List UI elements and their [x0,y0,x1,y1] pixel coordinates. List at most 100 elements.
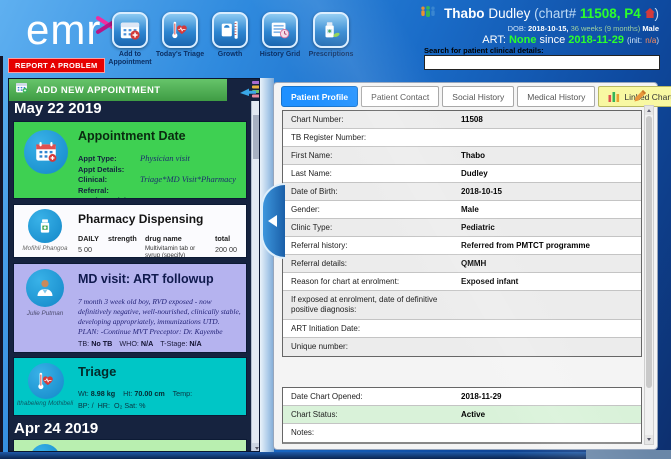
table-row: Date of Birth: 2018-10-15 [283,183,641,201]
who-value: N/A [140,339,154,348]
search-label: Search for patient clinical details: [424,46,544,55]
field-label: Appt Details: [78,164,125,174]
search-input[interactable] [424,55,660,70]
row-label: Date of Birth: [291,186,338,196]
ht-label: Ht: [123,389,133,398]
toolbar-label-add-to-appointment: Add to Appointment [108,51,152,67]
add-new-appointment-label: ADD NEW APPOINTMENT [36,84,161,96]
detail-scrollbar-thumb[interactable] [646,116,652,388]
tab-patient-profile[interactable]: Patient Profile [281,86,359,107]
ht-value: 70.00 cm [134,389,165,398]
patient-first-name: Thabo [444,6,485,21]
add-new-appointment-button[interactable]: ADD NEW APPOINTMENT [9,79,227,101]
md-tb-status-line: TB: No TB WHO: N/A T-Stage: N/A [78,339,207,348]
triage-vitals-line: BP: / HR: O₂ Sat: % [78,401,148,410]
tab-social-history[interactable]: Social History [442,86,515,107]
house-icon [644,6,655,21]
col-daily: DAILY [78,234,99,243]
triage-card[interactable]: Ithabeleng Mothibeli Triage Wt: 8.98 kg H… [13,357,247,416]
detail-scrollbar-down-arrow[interactable] [645,435,653,444]
detail-scrollbar-up-arrow[interactable] [645,106,653,115]
pharmacy-card-title: Pharmacy Dispensing [78,212,204,226]
appointments-scrollbar-thumb[interactable] [253,115,259,159]
add-to-appointment-button[interactable] [112,12,148,48]
table-row: Gender: Male [283,201,641,219]
appointment-date-card[interactable]: Appointment Date Appt Type: Physician vis… [13,121,247,199]
date-header-may: May 22 2019 [14,100,102,117]
report-a-problem-button[interactable]: REPORT A PROBLEM [8,58,105,73]
col-strength: strength [108,234,137,243]
appointment-calendar-icon [24,130,68,174]
tab-linked-charts[interactable]: Linked Charts [598,86,671,107]
tb-label: TB: [78,339,90,348]
chart-prefix: (chart# [534,6,577,21]
history-grid-button[interactable] [262,12,298,48]
tab-linked-charts-label: Linked Charts [624,91,671,102]
growth-button[interactable] [212,12,248,48]
window-bottom-edge [0,452,671,459]
art-date: 2018-11-29 [568,34,624,47]
calendar-plus-icon [15,81,28,99]
art-status: None [508,34,537,47]
row-value: Male [461,205,479,214]
window-edge-divider [0,56,3,459]
tab-medical-history[interactable]: Medical History [517,86,596,107]
col-total: total [215,234,231,243]
family-icon [420,6,436,22]
row-value: Pediatric [461,223,495,232]
wt-label: Wt: [78,389,89,398]
table-row: Unique number: [283,338,641,356]
row-value: Referred from PMTCT programme [461,241,590,250]
pharmacy-staff-name: Mofihli Phangoa [22,245,68,252]
window-corner-block [586,450,671,459]
art-since: since [539,34,566,47]
row-label: Chart Status: [291,409,338,419]
pharmacy-dispensing-card[interactable]: Mofihli Phangoa Pharmacy Dispensing DAIL… [13,204,247,258]
appointment-card-title: Appointment Date [78,129,186,143]
art-close: ) [656,36,659,46]
row-label: ART Initiation Date: [291,323,361,333]
hr-label: HR: [97,401,110,410]
md-visit-card[interactable]: Julie Putman MD visit: ART followup 7 mo… [13,263,247,353]
row-label: If exposed at enrolment, date of definit… [291,295,438,314]
who-label: WHO: [119,339,139,348]
patient-detail-panel: Patient Profile Patient Contact Social H… [273,82,671,450]
row-label: Unique number: [291,342,348,352]
triage-card-title: Triage [78,364,117,379]
tstage-label: T-Stage: [160,339,188,348]
chart-close: ) [654,6,660,21]
art-init-label: (init: [627,36,643,46]
appointments-scrollbar-down-arrow[interactable] [252,443,259,451]
col-drug-name: drug name [145,234,182,243]
triage-measurements-line: Wt: 8.98 kg Ht: 70.00 cm Temp: [78,389,194,398]
table-row: First Name: Thabo [283,147,641,165]
previous-visit-card-partial[interactable] [13,439,247,451]
row-label: Gender: [291,204,320,214]
patient-last-name: Dudley [488,6,531,21]
select-appointment-hand-icon[interactable] [239,80,259,101]
row-label: Date Chart Opened: [291,391,363,401]
edit-pencil-icon[interactable] [634,89,647,107]
appointments-scrollbar[interactable] [251,101,259,451]
row-value: QMMH [461,259,487,268]
dispense-drug-name: Multivitamin tab or syrup (specify) [145,245,196,258]
todays-triage-button[interactable] [162,12,198,48]
table-row: Notes: [283,424,641,442]
chart-number: 11508 [579,6,617,21]
table-row: Reason for chart at enrolment: Exposed in… [283,273,641,291]
row-value: 11508 [461,115,483,124]
detail-scrollbar[interactable] [644,105,654,445]
prescriptions-icon [325,22,340,38]
tab-patient-contact[interactable]: Patient Contact [361,86,440,107]
prescriptions-button[interactable] [313,12,349,48]
field-label: Appt Type: [78,154,117,163]
toolbar-label-prescriptions: Prescriptions [308,51,354,58]
row-value: Exposed infant [461,277,519,286]
chart-status-row: Chart Status: Active [283,406,641,424]
doctor-icon [26,269,64,307]
triage-icon [172,21,187,39]
row-label: Referral details: [291,258,348,268]
collapse-panel-handle[interactable] [261,183,285,259]
patient-age: 36 weeks (9 months) [570,23,641,33]
linked-charts-icon [608,92,620,102]
